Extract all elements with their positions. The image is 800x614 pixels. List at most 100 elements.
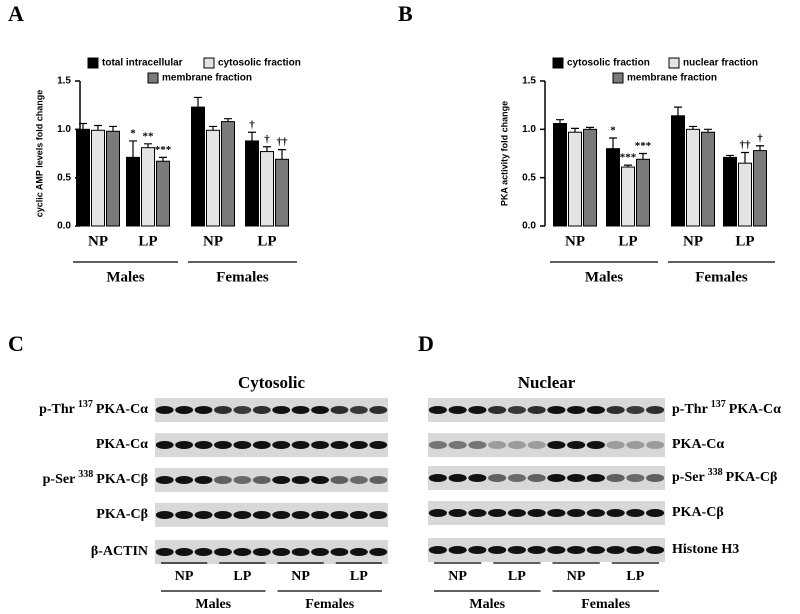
bar	[606, 148, 620, 227]
error-bar	[248, 131, 256, 141]
blot-band	[369, 406, 388, 414]
blot-band	[291, 406, 310, 414]
blot-band	[175, 548, 194, 556]
blot-band	[626, 441, 645, 449]
y-tick-label: 1.0	[57, 124, 71, 135]
blot-band	[252, 476, 271, 484]
panel-label: B	[398, 1, 413, 26]
bar	[275, 158, 289, 227]
bar	[221, 121, 235, 227]
legend-label: cytosolic fraction	[218, 58, 301, 69]
error-bar	[704, 128, 712, 133]
error-bar	[209, 125, 217, 131]
blot-band	[272, 548, 291, 556]
row-name: PKA-Cα	[729, 402, 781, 417]
y-tick-label: 0.0	[522, 221, 536, 232]
y-axis-label: cyclic AMP levels fold change	[34, 90, 44, 218]
bar	[738, 162, 752, 227]
error-bar	[194, 96, 202, 108]
blot-band	[194, 548, 213, 556]
blot-band	[311, 406, 329, 414]
blot-band	[272, 406, 291, 414]
blot-band	[349, 511, 368, 519]
blot-band	[507, 441, 526, 449]
blot-band	[428, 474, 447, 482]
blot-band	[233, 511, 252, 519]
blot-row-label: p-Thr 137 PKA-Cα	[39, 399, 148, 417]
lane-label: LP	[233, 569, 251, 584]
blot-band	[626, 546, 645, 554]
blot-band	[606, 546, 625, 554]
y-tick-label: 0.0	[57, 221, 71, 232]
blot-band	[547, 441, 566, 449]
blot-band	[272, 511, 291, 519]
blot-strip	[428, 398, 665, 422]
blot-band	[488, 474, 507, 482]
blot-band	[194, 476, 213, 484]
blot-band	[468, 441, 487, 449]
blot-band	[233, 406, 252, 414]
blot-band	[291, 476, 310, 484]
error-bar	[571, 127, 579, 133]
error-bar	[556, 119, 564, 124]
significance-mark: ***	[620, 152, 637, 164]
error-bar	[726, 154, 734, 158]
bar	[753, 150, 767, 227]
blot-band	[448, 509, 467, 517]
blot-band	[311, 441, 329, 449]
blot-row-label: PKA-Cβ	[96, 507, 148, 522]
error-bar	[94, 124, 102, 131]
blot-band	[567, 546, 586, 554]
error-bar	[109, 125, 117, 132]
blot-band	[547, 474, 566, 482]
blot-band	[606, 509, 625, 517]
blot-band	[155, 548, 174, 556]
blot-band	[311, 548, 329, 556]
significance-mark: †	[264, 133, 270, 145]
blot-strip	[155, 398, 388, 422]
bar	[583, 128, 597, 227]
y-tick-label: 0.5	[57, 172, 71, 183]
blot-band	[175, 511, 194, 519]
blot-band	[507, 406, 526, 414]
bar	[568, 131, 582, 227]
blot-band	[330, 476, 349, 484]
blot-band	[155, 406, 174, 414]
blot-band	[527, 474, 546, 482]
x-tick-label: NP	[88, 233, 108, 249]
y-tick-label: 1.5	[522, 76, 536, 87]
blot-band	[330, 511, 349, 519]
error-bar	[144, 143, 152, 148]
row-superscript: 338	[78, 469, 93, 480]
row-name: PKA-Cβ	[96, 507, 148, 522]
blot-band	[233, 476, 252, 484]
bar	[141, 147, 155, 227]
blot-band	[252, 548, 271, 556]
blot-strip	[428, 433, 665, 457]
blot-band	[586, 509, 605, 517]
blot-band	[194, 441, 213, 449]
blot-band	[155, 511, 174, 519]
blot-band	[488, 509, 507, 517]
legend-label: cytosolic fraction	[567, 58, 650, 69]
blot-band	[488, 546, 507, 554]
blot-strip	[155, 503, 388, 527]
blot-band	[214, 476, 232, 484]
blot-band	[567, 406, 586, 414]
blot-band	[646, 441, 665, 449]
bar	[621, 166, 635, 227]
error-bar	[639, 152, 647, 160]
blot-band	[428, 546, 447, 554]
bar	[553, 123, 567, 227]
blot-band	[175, 406, 194, 414]
row-name: PKA-Cβ	[726, 470, 778, 485]
blot-band	[646, 406, 665, 414]
blot-row-label: Histone H3	[672, 542, 739, 557]
legend-swatch	[552, 57, 564, 69]
significance-mark: †	[249, 119, 255, 131]
blot-band	[606, 474, 625, 482]
y-tick-label: 1.0	[522, 124, 536, 135]
y-axis-label: PKA activity fold change	[499, 101, 509, 206]
lane-label: NP	[291, 569, 310, 584]
